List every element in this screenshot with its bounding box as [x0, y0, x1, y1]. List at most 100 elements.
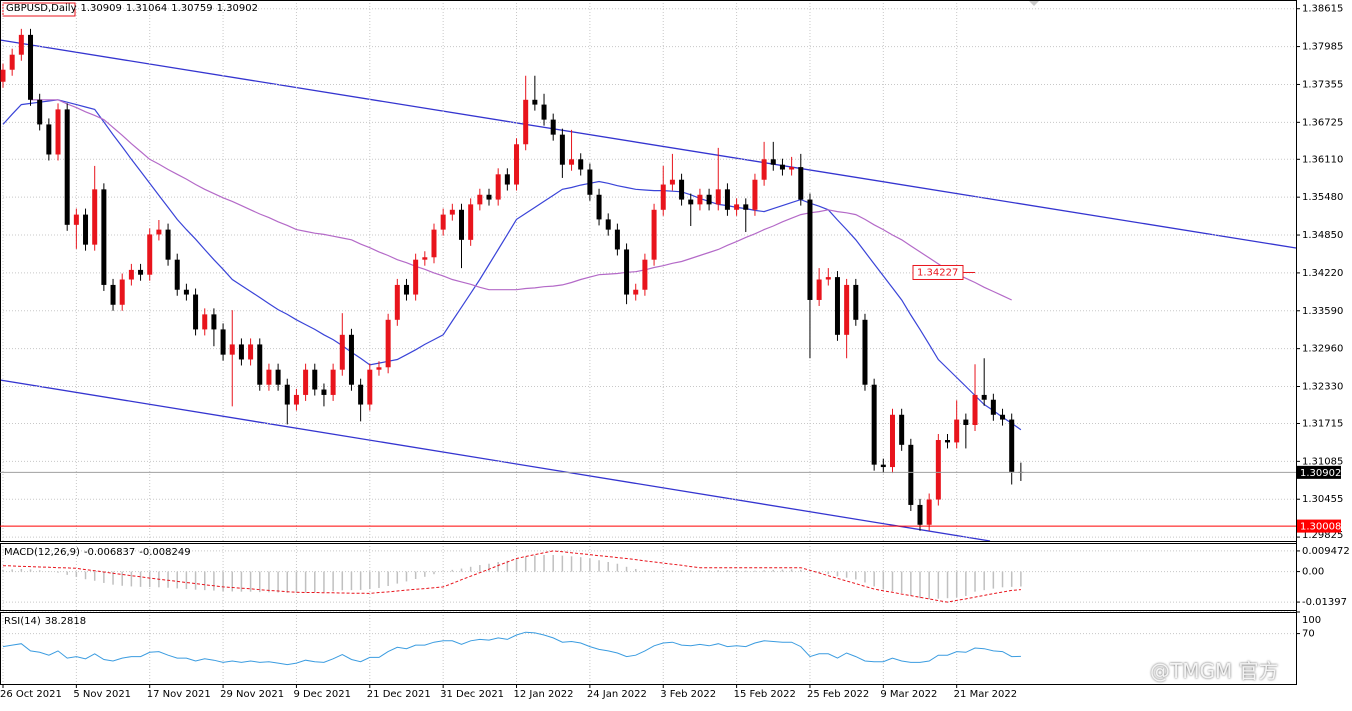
candle-body	[110, 284, 116, 305]
candle-body	[92, 189, 98, 245]
candle-body	[1009, 419, 1015, 472]
candle-body	[761, 159, 767, 180]
y-tick-label: 1.31715	[1302, 418, 1343, 429]
candle-body	[798, 167, 804, 200]
macd-header: MACD(12,26,9) -0.006837 -0.008249	[4, 547, 195, 558]
y-tick-label: 1.32960	[1302, 344, 1343, 355]
y-tick-label: 1.38615	[1302, 4, 1343, 15]
y-tick-label: 1.35480	[1302, 192, 1343, 203]
candle-body	[28, 34, 34, 100]
watermark: @TMGM 官方	[1150, 659, 1279, 683]
x-tick-label: 9 Dec 2021	[293, 689, 351, 700]
candle-body	[624, 249, 630, 295]
candle-body	[486, 194, 492, 200]
x-tick-label: 5 Nov 2021	[73, 689, 131, 700]
candle-body	[514, 144, 520, 185]
candle-body	[394, 284, 400, 320]
candle-body	[697, 194, 703, 205]
candle-body	[229, 344, 235, 355]
candle-body	[908, 444, 914, 505]
candle-body	[917, 504, 923, 525]
x-tick-label: 9 Mar 2022	[880, 689, 937, 700]
symbol-title: GBPUSD,Daily	[6, 3, 77, 14]
candle-body	[935, 440, 941, 500]
candle-body	[128, 269, 134, 280]
candle-body	[330, 369, 336, 395]
candle-body	[834, 277, 840, 335]
candle-body	[752, 179, 758, 210]
candle-body	[37, 99, 43, 125]
ohlc-open: 1.30909	[80, 3, 122, 14]
candle-body	[633, 289, 639, 295]
candle-body	[202, 314, 208, 330]
candle-body	[495, 174, 501, 200]
candle-body	[614, 229, 620, 250]
candle-body	[1000, 414, 1006, 420]
candle-body	[138, 269, 144, 275]
y-tick-label: 70	[1302, 629, 1315, 640]
y-tick-label: 0.009472	[1302, 546, 1350, 557]
candle-body	[688, 199, 694, 205]
x-tick-label: 26 Oct 2021	[0, 689, 62, 700]
moving-average	[2, 99, 1022, 431]
candle-body	[422, 257, 428, 260]
candle-body	[651, 209, 657, 260]
y-tick-label: 0.00	[1302, 567, 1324, 578]
candle-body	[569, 159, 575, 165]
candle-body	[147, 234, 153, 275]
candle-body	[504, 174, 510, 185]
candle-body	[211, 314, 217, 330]
candle-body	[303, 369, 309, 395]
candle-body	[284, 384, 290, 405]
candle-body	[871, 384, 877, 465]
candle-body	[743, 204, 749, 210]
candle-body	[578, 159, 584, 170]
candle-body	[981, 394, 987, 400]
y-tick-label: 1.32330	[1302, 382, 1343, 393]
candle-body	[926, 499, 932, 525]
candle-body	[220, 329, 226, 355]
macd-title: MACD(12,26,9)	[4, 547, 80, 558]
candle-body	[899, 414, 905, 445]
candle-body	[459, 209, 464, 240]
candle-body	[312, 369, 318, 390]
candle-body	[174, 259, 180, 290]
candle-body	[963, 419, 969, 425]
candle-body	[339, 334, 345, 370]
signal-line	[2, 550, 1021, 603]
candle-body	[468, 204, 474, 240]
candle-body	[101, 189, 107, 285]
price-tag-label: 1.30902	[1300, 468, 1341, 479]
candle-body	[541, 104, 547, 120]
candle-body	[789, 167, 795, 170]
ohlc-close: 1.30902	[216, 3, 258, 14]
x-tick-label: 15 Feb 2022	[734, 689, 796, 700]
candle-body	[523, 99, 529, 145]
candle-body	[706, 194, 712, 205]
ohlc-high: 1.31064	[125, 3, 168, 14]
trend-line	[0, 39, 1297, 249]
candle-body	[165, 229, 171, 260]
candle-body	[55, 109, 61, 155]
y-tick-label: -0.01397	[1302, 597, 1347, 608]
x-tick-label: 31 Dec 2021	[440, 689, 504, 700]
candle-body	[972, 394, 978, 425]
candle-body	[403, 284, 409, 295]
candle-body	[9, 54, 15, 70]
candle-body	[825, 277, 831, 280]
candle-body	[358, 384, 364, 405]
candle-body	[321, 389, 327, 395]
candle-body	[660, 184, 666, 210]
candle-body	[605, 219, 611, 230]
candle-body	[18, 34, 24, 55]
level-tag	[912, 264, 964, 280]
trend-line	[0, 379, 991, 542]
candle-body	[367, 369, 373, 405]
candle-body	[734, 204, 740, 210]
y-tick-label: 1.33590	[1302, 306, 1343, 317]
rsi-line	[2, 631, 1021, 666]
x-tick-label: 3 Feb 2022	[660, 689, 716, 700]
candle-body	[862, 319, 868, 385]
